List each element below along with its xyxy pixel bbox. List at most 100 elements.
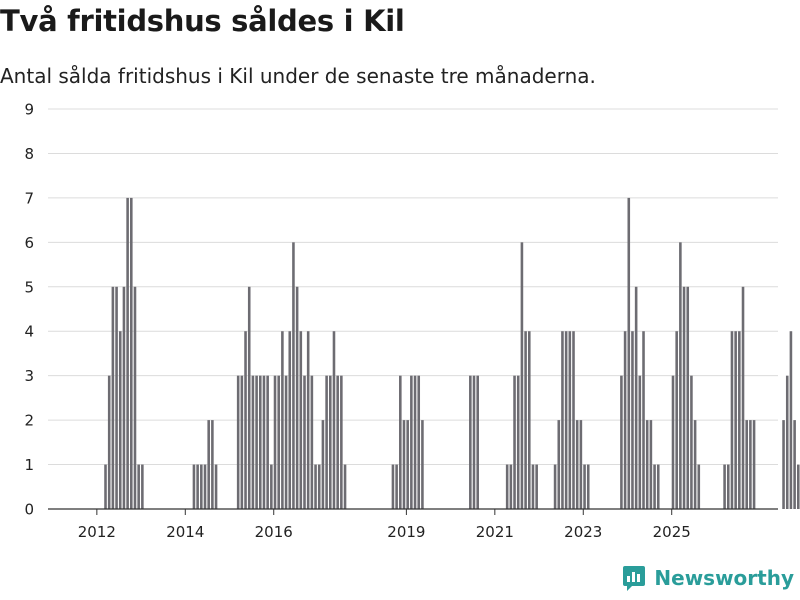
bar [554, 465, 557, 509]
bar [300, 331, 303, 509]
y-tick-label: 5 [24, 278, 34, 296]
bar [782, 420, 785, 509]
bar [200, 465, 203, 509]
bar [690, 376, 693, 509]
bar [742, 287, 745, 509]
bar [395, 465, 398, 509]
x-tick-label: 2016 [255, 523, 293, 541]
bar [580, 420, 583, 509]
x-tick-label: 2023 [564, 523, 602, 541]
bar [281, 331, 284, 509]
x-axis: 2012 2014 2016 2019 2021 2023 2025 [78, 509, 691, 541]
bar [624, 331, 627, 509]
bar [311, 376, 314, 509]
bar [727, 465, 730, 509]
bar [675, 331, 678, 509]
bar [285, 376, 288, 509]
chart-title: Två fritidshus såldes i Kil [0, 4, 405, 38]
bar [141, 465, 144, 509]
bar [657, 465, 660, 509]
x-tick-label: 2014 [166, 523, 204, 541]
bar [244, 331, 247, 509]
bar [325, 376, 328, 509]
bar [237, 376, 240, 509]
bar [414, 376, 417, 509]
bar [270, 465, 273, 509]
bar [215, 465, 218, 509]
bar [119, 331, 122, 509]
bar [738, 331, 741, 509]
bar [650, 420, 653, 509]
bar [115, 287, 118, 509]
bar [108, 376, 111, 509]
bar [204, 465, 207, 509]
bar [130, 198, 133, 509]
bar [196, 465, 199, 509]
bar [104, 465, 107, 509]
bar [653, 465, 656, 509]
bar [392, 465, 395, 509]
bar [288, 331, 291, 509]
bar [340, 376, 343, 509]
x-tick-label: 2025 [653, 523, 691, 541]
bar [344, 465, 347, 509]
bar [410, 376, 413, 509]
bar [561, 331, 564, 509]
bar [749, 420, 752, 509]
chart-subtitle: Antal sålda fritidshus i Kil under de se… [0, 64, 596, 88]
bar [793, 420, 796, 509]
bar [303, 376, 306, 509]
bar [296, 287, 299, 509]
bar [797, 465, 800, 509]
bar [731, 331, 734, 509]
bar [252, 376, 255, 509]
bar [679, 242, 682, 509]
y-tick-label: 2 [24, 412, 34, 430]
bar [517, 376, 520, 509]
bar [694, 420, 697, 509]
bar [403, 420, 406, 509]
bar [790, 331, 793, 509]
bar [421, 420, 424, 509]
bar [723, 465, 726, 509]
brand-name: Newsworthy [654, 566, 794, 590]
bar [745, 420, 748, 509]
bars [104, 198, 800, 509]
bar [207, 420, 210, 509]
bar [513, 376, 516, 509]
bar [266, 376, 269, 509]
bar [277, 376, 280, 509]
bar [506, 465, 509, 509]
y-axis: 0 1 2 3 4 5 6 7 8 9 [24, 101, 34, 519]
bar [255, 376, 258, 509]
bar [336, 376, 339, 509]
bar-chart: 0123456789 2012 2014 2016 2019 2021 2023 2025 … [0, 0, 800, 600]
x-tick-label: 2021 [476, 523, 514, 541]
bar [318, 465, 321, 509]
bar [583, 465, 586, 509]
bar [193, 465, 196, 509]
bar [399, 376, 402, 509]
bar [683, 287, 686, 509]
bar [259, 376, 262, 509]
bar [123, 287, 126, 509]
bar [576, 420, 579, 509]
newsworthy-logo: Newsworthy [622, 564, 794, 592]
bar [686, 287, 689, 509]
bar [211, 420, 214, 509]
bar [241, 376, 244, 509]
bar [557, 420, 560, 509]
bar [639, 376, 642, 509]
x-tick-label: 2012 [78, 523, 116, 541]
bar [569, 331, 572, 509]
bar [322, 420, 325, 509]
bar [406, 420, 409, 509]
bar [137, 465, 140, 509]
y-tick-label: 6 [24, 234, 34, 252]
bar [274, 376, 277, 509]
bar [627, 198, 630, 509]
bar [672, 376, 675, 509]
bar [698, 465, 701, 509]
gridlines [48, 109, 778, 465]
bar [292, 242, 295, 509]
